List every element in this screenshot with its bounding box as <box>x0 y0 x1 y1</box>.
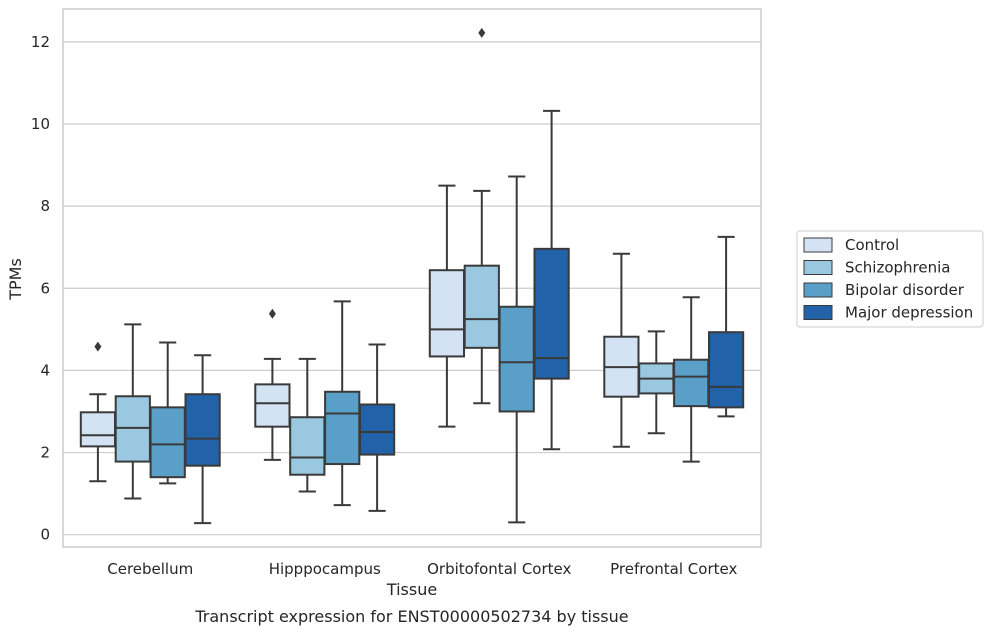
y-tick-label: 0 <box>40 526 50 544</box>
box-schizophrenia <box>638 330 675 435</box>
iqr-box <box>79 411 117 448</box>
x-tick-label: Orbitofontal Cortex <box>427 560 571 578</box>
y-tick-label: 2 <box>40 444 50 462</box>
iqr-box <box>358 403 396 456</box>
x-tick-labels: Cerebellum Hipppocampus Orbitofontal Corte… <box>107 560 737 578</box>
plot-frame <box>62 8 762 548</box>
iqr-box <box>533 247 570 380</box>
chart-caption: Transcript expression for ENST0000050273… <box>194 607 628 626</box>
legend-label: Schizophrenia <box>845 259 950 277</box>
legend-swatch <box>803 237 833 253</box>
iqr-box <box>498 305 535 413</box>
x-tick-label: Prefrontal Cortex <box>610 560 737 578</box>
iqr-box <box>289 416 326 476</box>
y-tick-label: 8 <box>40 197 50 215</box>
legend-item: Schizophrenia <box>803 259 950 277</box>
iqr-box <box>673 358 710 408</box>
iqr-box <box>254 383 291 428</box>
legend: Control Schizophrenia Bipolar disorder Majo… <box>796 230 984 328</box>
box-major-depression <box>707 235 745 418</box>
iqr-box <box>428 269 466 358</box>
box-bipolar-disorder <box>673 296 710 463</box>
x-axis-title: Tissue <box>386 580 437 599</box>
box-major-depression <box>533 109 570 451</box>
box-major-depression <box>184 354 221 525</box>
iqr-box <box>463 264 500 349</box>
legend-label: Control <box>845 236 899 254</box>
box-control <box>603 252 640 448</box>
outlier-point <box>478 27 486 38</box>
legend-swatch <box>803 260 833 275</box>
legend-swatch <box>803 305 833 320</box>
iqr-box <box>184 393 221 467</box>
outlier-point <box>94 341 102 352</box>
box-groups <box>79 27 745 525</box>
box-major-depression <box>358 343 396 512</box>
outlier-point <box>268 308 276 319</box>
box-control <box>254 308 291 461</box>
box-control <box>428 184 466 428</box>
x-tick-label: Cerebellum <box>107 560 193 578</box>
legend-item: Control <box>803 236 899 254</box>
y-tick-labels: 0 2 4 6 8 10 12 <box>31 33 50 544</box>
box-bipolar-disorder <box>149 341 186 485</box>
legend-swatch <box>803 282 833 298</box>
box-schizophrenia <box>114 323 151 500</box>
legend-item: Bipolar disorder <box>803 281 965 299</box>
box-control <box>79 341 117 483</box>
iqr-box <box>324 390 361 466</box>
legend-item: Major depression <box>803 304 973 322</box>
iqr-box <box>707 331 745 409</box>
legend-frame <box>796 230 984 328</box>
box-schizophrenia <box>289 357 326 493</box>
legend-label: Major depression <box>845 304 973 322</box>
legend-items: Control Schizophrenia Bipolar disorder Majo… <box>803 236 973 322</box>
y-tick-label: 10 <box>31 115 50 133</box>
box-bipolar-disorder <box>498 175 535 524</box>
x-tick-label: Hipppocampus <box>269 560 381 578</box>
y-tick-label: 6 <box>40 279 50 297</box>
box-bipolar-disorder <box>324 300 361 507</box>
iqr-box <box>114 395 151 463</box>
iqr-box <box>149 406 186 479</box>
legend-label: Bipolar disorder <box>845 281 965 299</box>
y-tick-label: 12 <box>31 33 50 51</box>
box-schizophrenia <box>463 27 500 405</box>
y-tick-label: 4 <box>40 361 50 379</box>
y-axis-title: TPMs <box>6 258 25 301</box>
